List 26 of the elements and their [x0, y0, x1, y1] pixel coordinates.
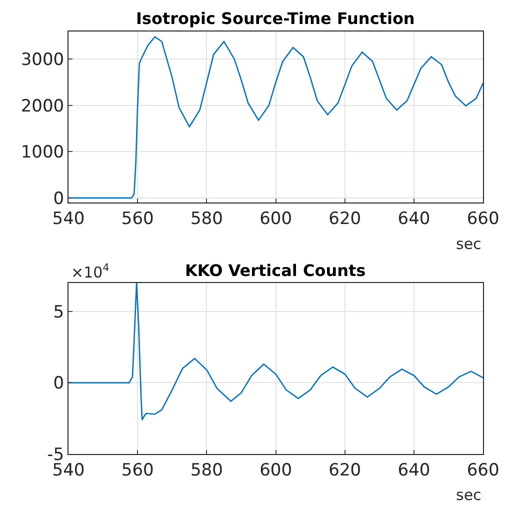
chart-title: KKO Vertical Counts [185, 261, 366, 280]
y-tick-label: 0 [53, 374, 64, 394]
y-tick-label: 5 [53, 302, 64, 322]
x-tick-label: 660 [466, 460, 500, 480]
x-tick-label: 540 [52, 460, 85, 480]
y-tick-label: 2000 [20, 96, 64, 116]
text: ×10$^{4}$ [71, 262, 110, 282]
x-tick-label: 560 [121, 460, 154, 480]
chart-title: Isotropic Source-Time Function [136, 9, 415, 28]
x-tick-label: 660 [466, 208, 500, 229]
x-tick-label: 580 [190, 208, 223, 229]
line-series [68, 282, 484, 420]
x-axis-title: sec [456, 486, 482, 504]
x-tick-label: 560 [121, 208, 154, 229]
y-tick-label: 0 [53, 188, 64, 209]
x-tick-label: 640 [398, 460, 430, 480]
x-tick-label: 640 [398, 208, 430, 229]
x-tick-label: 600 [260, 460, 292, 480]
x-tick-label: 580 [190, 460, 223, 480]
x-axis-title: sec [456, 235, 482, 253]
x-tick-label: 620 [328, 208, 362, 229]
x-tick-label: 600 [260, 208, 292, 229]
x-tick-label: 540 [52, 208, 85, 229]
y-tick-label: 1000 [20, 142, 64, 163]
x-tick-label: 620 [328, 460, 362, 480]
y-tick-label: 3000 [20, 50, 64, 70]
